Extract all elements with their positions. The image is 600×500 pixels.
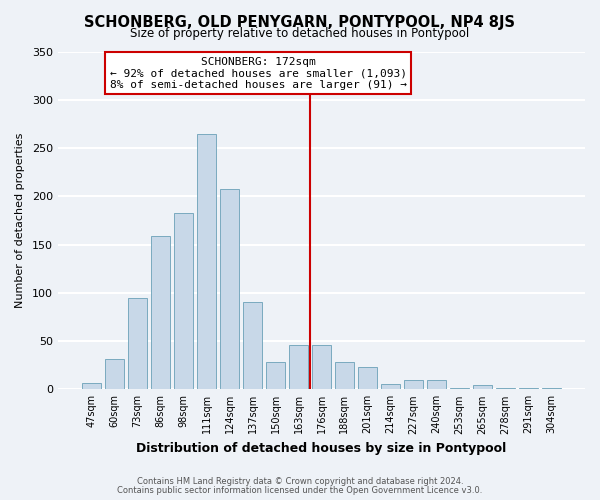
Bar bbox=[151, 236, 170, 390]
Bar bbox=[358, 367, 377, 390]
Y-axis label: Number of detached properties: Number of detached properties bbox=[15, 132, 25, 308]
Bar bbox=[174, 212, 193, 390]
Bar bbox=[427, 380, 446, 390]
Bar bbox=[266, 362, 285, 390]
Bar bbox=[496, 388, 515, 390]
Bar bbox=[220, 188, 239, 390]
Bar bbox=[473, 386, 492, 390]
Bar bbox=[404, 380, 423, 390]
Bar bbox=[542, 388, 561, 390]
Bar bbox=[449, 388, 469, 390]
Bar bbox=[335, 362, 354, 390]
Bar bbox=[518, 388, 538, 390]
Bar bbox=[289, 345, 308, 390]
Text: Contains public sector information licensed under the Open Government Licence v3: Contains public sector information licen… bbox=[118, 486, 482, 495]
Bar bbox=[380, 384, 400, 390]
Text: SCHONBERG, OLD PENYGARN, PONTYPOOL, NP4 8JS: SCHONBERG, OLD PENYGARN, PONTYPOOL, NP4 … bbox=[85, 15, 515, 30]
X-axis label: Distribution of detached houses by size in Pontypool: Distribution of detached houses by size … bbox=[136, 442, 506, 455]
Bar bbox=[82, 382, 101, 390]
Bar bbox=[128, 298, 148, 390]
Text: SCHONBERG: 172sqm
← 92% of detached houses are smaller (1,093)
8% of semi-detach: SCHONBERG: 172sqm ← 92% of detached hous… bbox=[110, 56, 407, 90]
Text: Size of property relative to detached houses in Pontypool: Size of property relative to detached ho… bbox=[130, 28, 470, 40]
Bar bbox=[311, 345, 331, 390]
Bar bbox=[197, 134, 217, 390]
Text: Contains HM Land Registry data © Crown copyright and database right 2024.: Contains HM Land Registry data © Crown c… bbox=[137, 477, 463, 486]
Bar bbox=[105, 360, 124, 390]
Bar bbox=[243, 302, 262, 390]
